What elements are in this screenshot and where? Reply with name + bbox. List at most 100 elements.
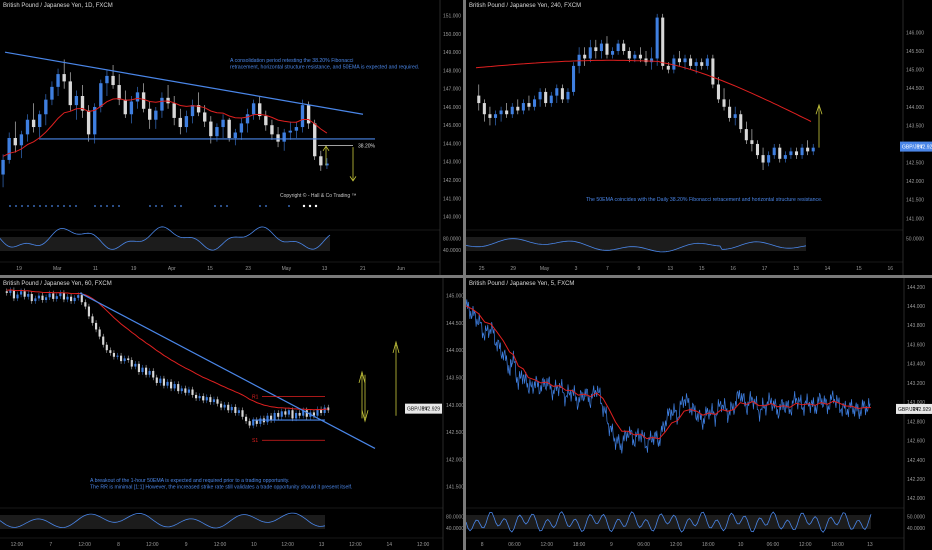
y-tick-label: 142.200 <box>907 477 925 483</box>
signal-dot <box>180 205 182 207</box>
h1-candle <box>166 381 169 386</box>
daily-candle <box>306 105 311 124</box>
h4-candle <box>716 84 720 100</box>
daily-candle <box>19 134 24 146</box>
h1-candle <box>37 295 40 299</box>
h1-candle <box>91 316 94 323</box>
h4-candle <box>633 54 637 59</box>
m5-chart[interactable]: 144.200 144.000 143.800 143.600 143.400 143.2… <box>466 278 932 550</box>
x-tick-label: May <box>282 266 292 272</box>
x-tick-label: 16 <box>888 266 894 272</box>
h4-candle <box>655 17 659 59</box>
x-tick-label: 11 <box>93 266 98 272</box>
h1-candle <box>102 336 105 345</box>
daily-candle <box>99 83 103 107</box>
signal-dot <box>75 205 77 207</box>
y-tick-label: 143.000 <box>907 400 925 406</box>
daily-candle <box>123 99 127 115</box>
y-tick-label: 142.800 <box>907 419 925 425</box>
daily-candle <box>258 103 262 117</box>
daily-candle <box>68 81 72 106</box>
price-label-symbol: GBP/JPY <box>898 407 920 413</box>
h4-candle <box>488 114 492 118</box>
oscillator-tick-label: 40.0000 <box>907 526 925 532</box>
h4-candle <box>622 43 626 52</box>
descending-trendline <box>4 51 364 115</box>
y-tick-label: 144.200 <box>907 285 925 291</box>
h1-candle <box>284 411 287 415</box>
y-tick-label: 142.000 <box>446 457 463 463</box>
signal-dot <box>45 205 47 207</box>
h4-candle <box>650 58 654 63</box>
y-tick-label: 143.800 <box>907 323 925 329</box>
h4-candle <box>800 147 804 156</box>
y-tick-label: 143.500 <box>906 123 924 129</box>
x-tick-label: 15 <box>856 266 862 272</box>
h1-chart[interactable]: 145.000 144.500 144.000 143.500 143.000 142.5… <box>0 278 463 550</box>
signal-dot <box>226 205 228 207</box>
y-tick-label: 149.000 <box>443 50 461 56</box>
x-tick-label: 21 <box>360 266 366 272</box>
chart-panel-h1[interactable]: 145.000 144.500 144.000 143.500 143.000 142.5… <box>0 278 463 550</box>
daily-candle <box>221 119 225 128</box>
h1-candle <box>12 290 15 299</box>
h4-chart[interactable]: 146.000 145.500 145.000 144.500 144.000 143.5… <box>466 0 932 275</box>
x-tick-label: May <box>540 266 550 272</box>
x-tick-label: 18:00 <box>702 542 715 548</box>
y-tick-label: 144.000 <box>907 304 925 310</box>
signal-dot <box>33 205 35 207</box>
chart-panel-daily[interactable]: 151.000 150.000 149.000 148.000 147.000 146.0… <box>0 0 463 275</box>
chart-panel-m5[interactable]: 144.200 144.000 143.800 143.600 143.400 143.2… <box>466 278 932 550</box>
h1-candle <box>177 384 180 392</box>
daily-candle <box>245 114 250 124</box>
h4-candle <box>778 147 782 159</box>
daily-chart[interactable]: 151.000 150.000 149.000 148.000 147.000 146.0… <box>0 0 463 275</box>
x-tick-label: 15 <box>699 266 705 272</box>
h4-candle <box>627 51 631 59</box>
x-tick-label: 19 <box>16 266 22 272</box>
h1-candle <box>134 363 137 367</box>
h1-candle <box>216 399 219 404</box>
signal-dot <box>214 205 216 207</box>
daily-candle <box>276 134 280 142</box>
x-tick-label: 13 <box>322 266 328 272</box>
y-tick-label: 146.000 <box>906 30 924 36</box>
daily-candle <box>300 105 305 128</box>
h1-candle <box>237 410 240 413</box>
daily-candle <box>325 163 329 166</box>
x-tick-label: Jun <box>397 266 405 272</box>
h1-candle <box>259 418 262 424</box>
h1-candle <box>266 415 269 423</box>
up-arrow-head <box>815 103 823 115</box>
h1-candle <box>48 293 51 298</box>
x-tick-label: 16 <box>730 266 736 272</box>
h1-candle <box>295 412 298 419</box>
h4-candle <box>755 143 760 156</box>
price-label-symbol: GBP/JPY <box>407 407 429 413</box>
descending-trendline <box>79 292 376 449</box>
daily-candle <box>190 105 195 117</box>
h1-candle <box>173 384 176 389</box>
chart-panel-h4[interactable]: 146.000 145.500 145.000 144.500 144.000 143.5… <box>466 0 932 275</box>
h4-candle <box>811 147 815 152</box>
signal-dot <box>174 205 176 207</box>
h1-candle <box>209 397 212 403</box>
panel-divider-horizontal[interactable] <box>0 275 932 278</box>
h1-candle <box>98 329 101 337</box>
h1-candle <box>277 412 280 417</box>
h4-candle <box>477 95 481 104</box>
h1-candle <box>120 355 123 362</box>
daily-candle <box>1 159 5 175</box>
h1-candle <box>155 377 158 383</box>
y-tick-label: 141.000 <box>906 216 924 222</box>
h4-candle <box>555 88 559 96</box>
x-tick-label: 3 <box>575 266 578 272</box>
signal-dot <box>27 205 29 207</box>
h4-candle <box>527 103 531 107</box>
daily-candle <box>294 127 299 131</box>
y-tick-label: 142.000 <box>443 178 461 184</box>
h4-candle <box>694 62 698 66</box>
x-tick-label: Apr <box>168 266 176 272</box>
h4-candle <box>588 47 592 59</box>
h1-candle <box>27 294 30 297</box>
